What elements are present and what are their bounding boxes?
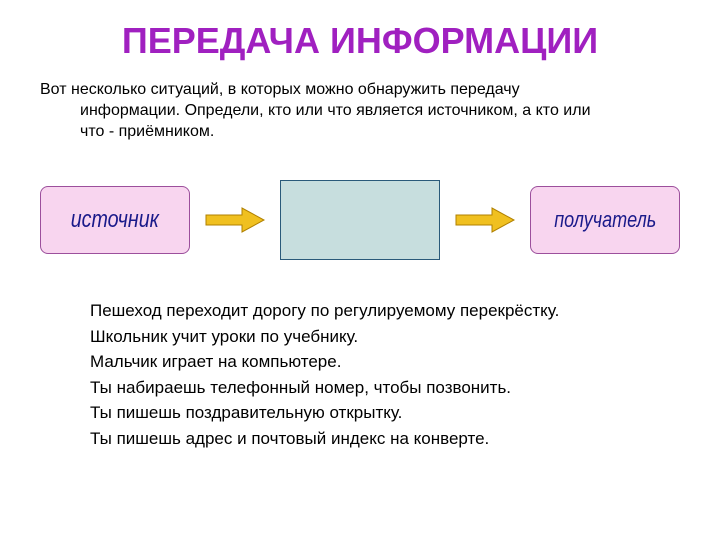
list-item-text: Школьник учит уроки по учебнику. bbox=[90, 324, 358, 350]
arrow-shape-1 bbox=[206, 208, 264, 232]
list-item: Ты набираешь телефонный номер, чтобы поз… bbox=[60, 375, 690, 401]
arrow-icon bbox=[454, 205, 516, 235]
arrow-shape-2 bbox=[456, 208, 514, 232]
flow-diagram: источник получатель bbox=[0, 180, 720, 260]
source-node: источник bbox=[40, 186, 190, 254]
list-item: Ты пишешь поздравительную открытку. bbox=[60, 400, 690, 426]
bullet-icon bbox=[60, 298, 90, 300]
list-item-text: Мальчик играет на компьютере. bbox=[90, 349, 341, 375]
title-text: ПЕРЕДАЧА ИНФОРМАЦИИ bbox=[122, 20, 598, 61]
intro-paragraph: Вот несколько ситуаций, в которых можно … bbox=[0, 80, 720, 142]
intro-line-2: информации. Определи, кто или что являет… bbox=[40, 101, 680, 122]
list-item: Ты пишешь адрес и почтовый индекс на кон… bbox=[60, 426, 690, 452]
channel-node bbox=[280, 180, 440, 260]
list-item-text: Пешеход переходит дорогу по регулируемом… bbox=[90, 298, 559, 324]
page-title: ПЕРЕДАЧА ИНФОРМАЦИИ bbox=[0, 0, 720, 80]
receiver-node: получатель bbox=[530, 186, 680, 254]
bullet-icon bbox=[60, 400, 90, 402]
list-item: Мальчик играет на компьютере. bbox=[60, 349, 690, 375]
bullet-icon bbox=[60, 349, 90, 351]
source-label: источник bbox=[71, 206, 159, 234]
bullet-icon bbox=[60, 426, 90, 428]
list-item-text: Ты пишешь адрес и почтовый индекс на кон… bbox=[90, 426, 489, 452]
arrow-icon bbox=[204, 205, 266, 235]
list-item: Школьник учит уроки по учебнику. bbox=[60, 324, 690, 350]
intro-line-3: что - приёмником. bbox=[40, 122, 680, 143]
example-list: Пешеход переходит дорогу по регулируемом… bbox=[0, 298, 720, 451]
intro-line-1: Вот несколько ситуаций, в которых можно … bbox=[40, 80, 680, 101]
receiver-label: получатель bbox=[554, 207, 656, 233]
bullet-icon bbox=[60, 375, 90, 377]
list-item: Пешеход переходит дорогу по регулируемом… bbox=[60, 298, 690, 324]
list-item-text: Ты пишешь поздравительную открытку. bbox=[90, 400, 402, 426]
list-item-text: Ты набираешь телефонный номер, чтобы поз… bbox=[90, 375, 511, 401]
bullet-icon bbox=[60, 324, 90, 326]
